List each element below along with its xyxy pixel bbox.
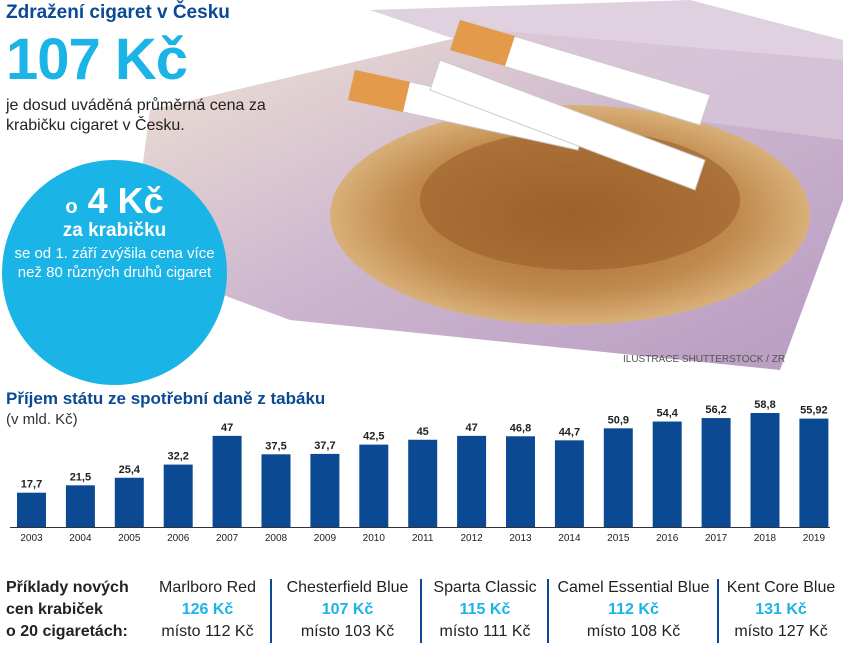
x-tick-label: 2015 — [607, 533, 630, 544]
x-tick-label: 2008 — [265, 533, 288, 544]
bar-2010 — [359, 444, 389, 527]
brand-name: Marlboro Red — [159, 579, 256, 596]
x-tick-label: 2005 — [118, 533, 141, 544]
data-label: 47 — [221, 422, 233, 434]
brand-name: Kent Core Blue — [726, 579, 836, 596]
brand-price-item: Chesterfield Blue 107 Kč místo 103 Kč — [275, 577, 420, 643]
x-tick-label: 2012 — [460, 533, 483, 544]
data-label: 44,7 — [559, 426, 580, 438]
bar-2006 — [163, 464, 193, 527]
data-label: 21,5 — [70, 471, 91, 483]
data-label: 56,2 — [705, 404, 726, 416]
divider — [547, 579, 549, 643]
brand-name: Chesterfield Blue — [286, 579, 409, 596]
price-examples: Příklady nových cen krabiček o 20 cigare… — [0, 575, 843, 645]
data-label: 46,8 — [510, 422, 531, 434]
brand-old-price: místo 103 Kč — [300, 623, 395, 640]
x-tick-label: 2017 — [705, 533, 728, 544]
bar-2003 — [17, 492, 46, 527]
data-label: 17,7 — [21, 479, 42, 491]
x-tick-label: 2011 — [412, 533, 434, 544]
tax-revenue-bar-chart: 17,7 2003 21,5 2004 25,4 2005 32,2 2006 47 2007 37… — [10, 400, 830, 544]
bar-2018 — [750, 413, 780, 527]
data-label: 54,4 — [656, 408, 678, 420]
brand-new-price: 126 Kč — [181, 601, 234, 618]
average-price: 107 Kč — [6, 27, 188, 92]
examples-label-line: Příklady nových — [6, 579, 129, 596]
page-title: Zdražení cigaret v Česku — [6, 2, 230, 23]
circle-text: se od 1. září zvýšila cena více než 80 r… — [14, 245, 215, 281]
brand-price-item: Sparta Classic 115 Kč místo 111 Kč — [425, 577, 545, 643]
brand-old-price: místo 111 Kč — [439, 623, 531, 640]
divider — [270, 579, 272, 643]
data-label: 37,7 — [314, 440, 335, 452]
brand-old-price: místo 127 Kč — [734, 623, 828, 640]
bar-2009 — [310, 453, 340, 527]
data-label: 37,5 — [265, 440, 286, 452]
data-label: 50,9 — [608, 414, 629, 426]
x-tick-label: 2018 — [754, 533, 777, 544]
bar-2019 — [799, 418, 829, 527]
data-label: 45 — [417, 426, 429, 438]
cigarette-icon — [347, 19, 711, 191]
brand-new-price: 131 Kč — [755, 601, 807, 618]
circle-unit: za krabičku — [62, 220, 167, 241]
circle-amount: 4 Kč — [87, 180, 164, 221]
x-tick-label: 2019 — [803, 533, 826, 544]
brand-name: Sparta Classic — [433, 579, 537, 596]
x-tick-label: 2006 — [167, 533, 190, 544]
price-description: je dosud uváděná průměrná cena za krabič… — [6, 97, 266, 134]
examples-label-line: o 20 cigaretách: — [6, 623, 128, 640]
brand-new-price: 107 Kč — [321, 601, 374, 618]
circle-prefix: o — [65, 196, 78, 218]
photo-credit: ILUSTRACE SHUTTERSTOCK / ZR — [623, 354, 786, 365]
bar-2004 — [65, 485, 95, 527]
brand-new-price: 112 Kč — [608, 601, 659, 618]
bar-2016 — [652, 421, 682, 527]
price-increase-circle: o 4 Kč za krabičku se od 1. září zvýšila… — [2, 160, 227, 385]
examples-label-line: cen krabiček — [6, 601, 103, 618]
brand-price-item: Camel Essential Blue 112 Kč místo 108 Kč — [552, 577, 715, 643]
chart-unit: (v mld. Kč) — [6, 411, 78, 428]
bar-2017 — [701, 418, 731, 527]
x-tick-label: 2009 — [314, 533, 337, 544]
chart-title: Příjem státu ze spotřební daně z tabáku — [6, 389, 326, 408]
brand-name: Camel Essential Blue — [557, 579, 710, 596]
bar-2012 — [457, 435, 487, 527]
bar-2014 — [554, 440, 584, 527]
cigarettes-banknotes-illustration — [130, 0, 843, 370]
x-tick-label: 2016 — [656, 533, 679, 544]
brand-price-item: Kent Core Blue 131 Kč místo 127 Kč — [722, 577, 840, 643]
data-label: 25,4 — [119, 464, 141, 476]
x-tick-label: 2007 — [216, 533, 239, 544]
divider — [420, 579, 422, 643]
divider — [717, 579, 719, 643]
bar-2011 — [408, 439, 438, 527]
x-tick-label: 2004 — [69, 533, 92, 544]
bar-2007 — [212, 435, 242, 527]
bar-2005 — [114, 477, 144, 527]
brand-old-price: místo 112 Kč — [161, 623, 254, 640]
examples-label: Příklady nových cen krabiček o 20 cigare… — [6, 577, 129, 643]
data-label: 58,8 — [754, 400, 775, 411]
x-tick-label: 2010 — [363, 533, 386, 544]
data-label: 32,2 — [167, 451, 188, 463]
x-tick-label: 2003 — [20, 533, 43, 544]
brand-new-price: 115 Kč — [459, 601, 511, 618]
x-tick-label: 2014 — [558, 533, 581, 544]
data-label: 42,5 — [363, 431, 384, 443]
bar-2013 — [506, 436, 535, 527]
bar-2008 — [261, 454, 291, 527]
data-label: 47 — [465, 422, 477, 434]
data-label: 55,92 — [800, 405, 828, 417]
brand-old-price: místo 108 Kč — [586, 623, 681, 640]
bar-2015 — [603, 428, 633, 527]
brand-price-item: Marlboro Red 126 Kč místo 112 Kč — [155, 577, 260, 643]
x-tick-label: 2013 — [509, 533, 532, 544]
